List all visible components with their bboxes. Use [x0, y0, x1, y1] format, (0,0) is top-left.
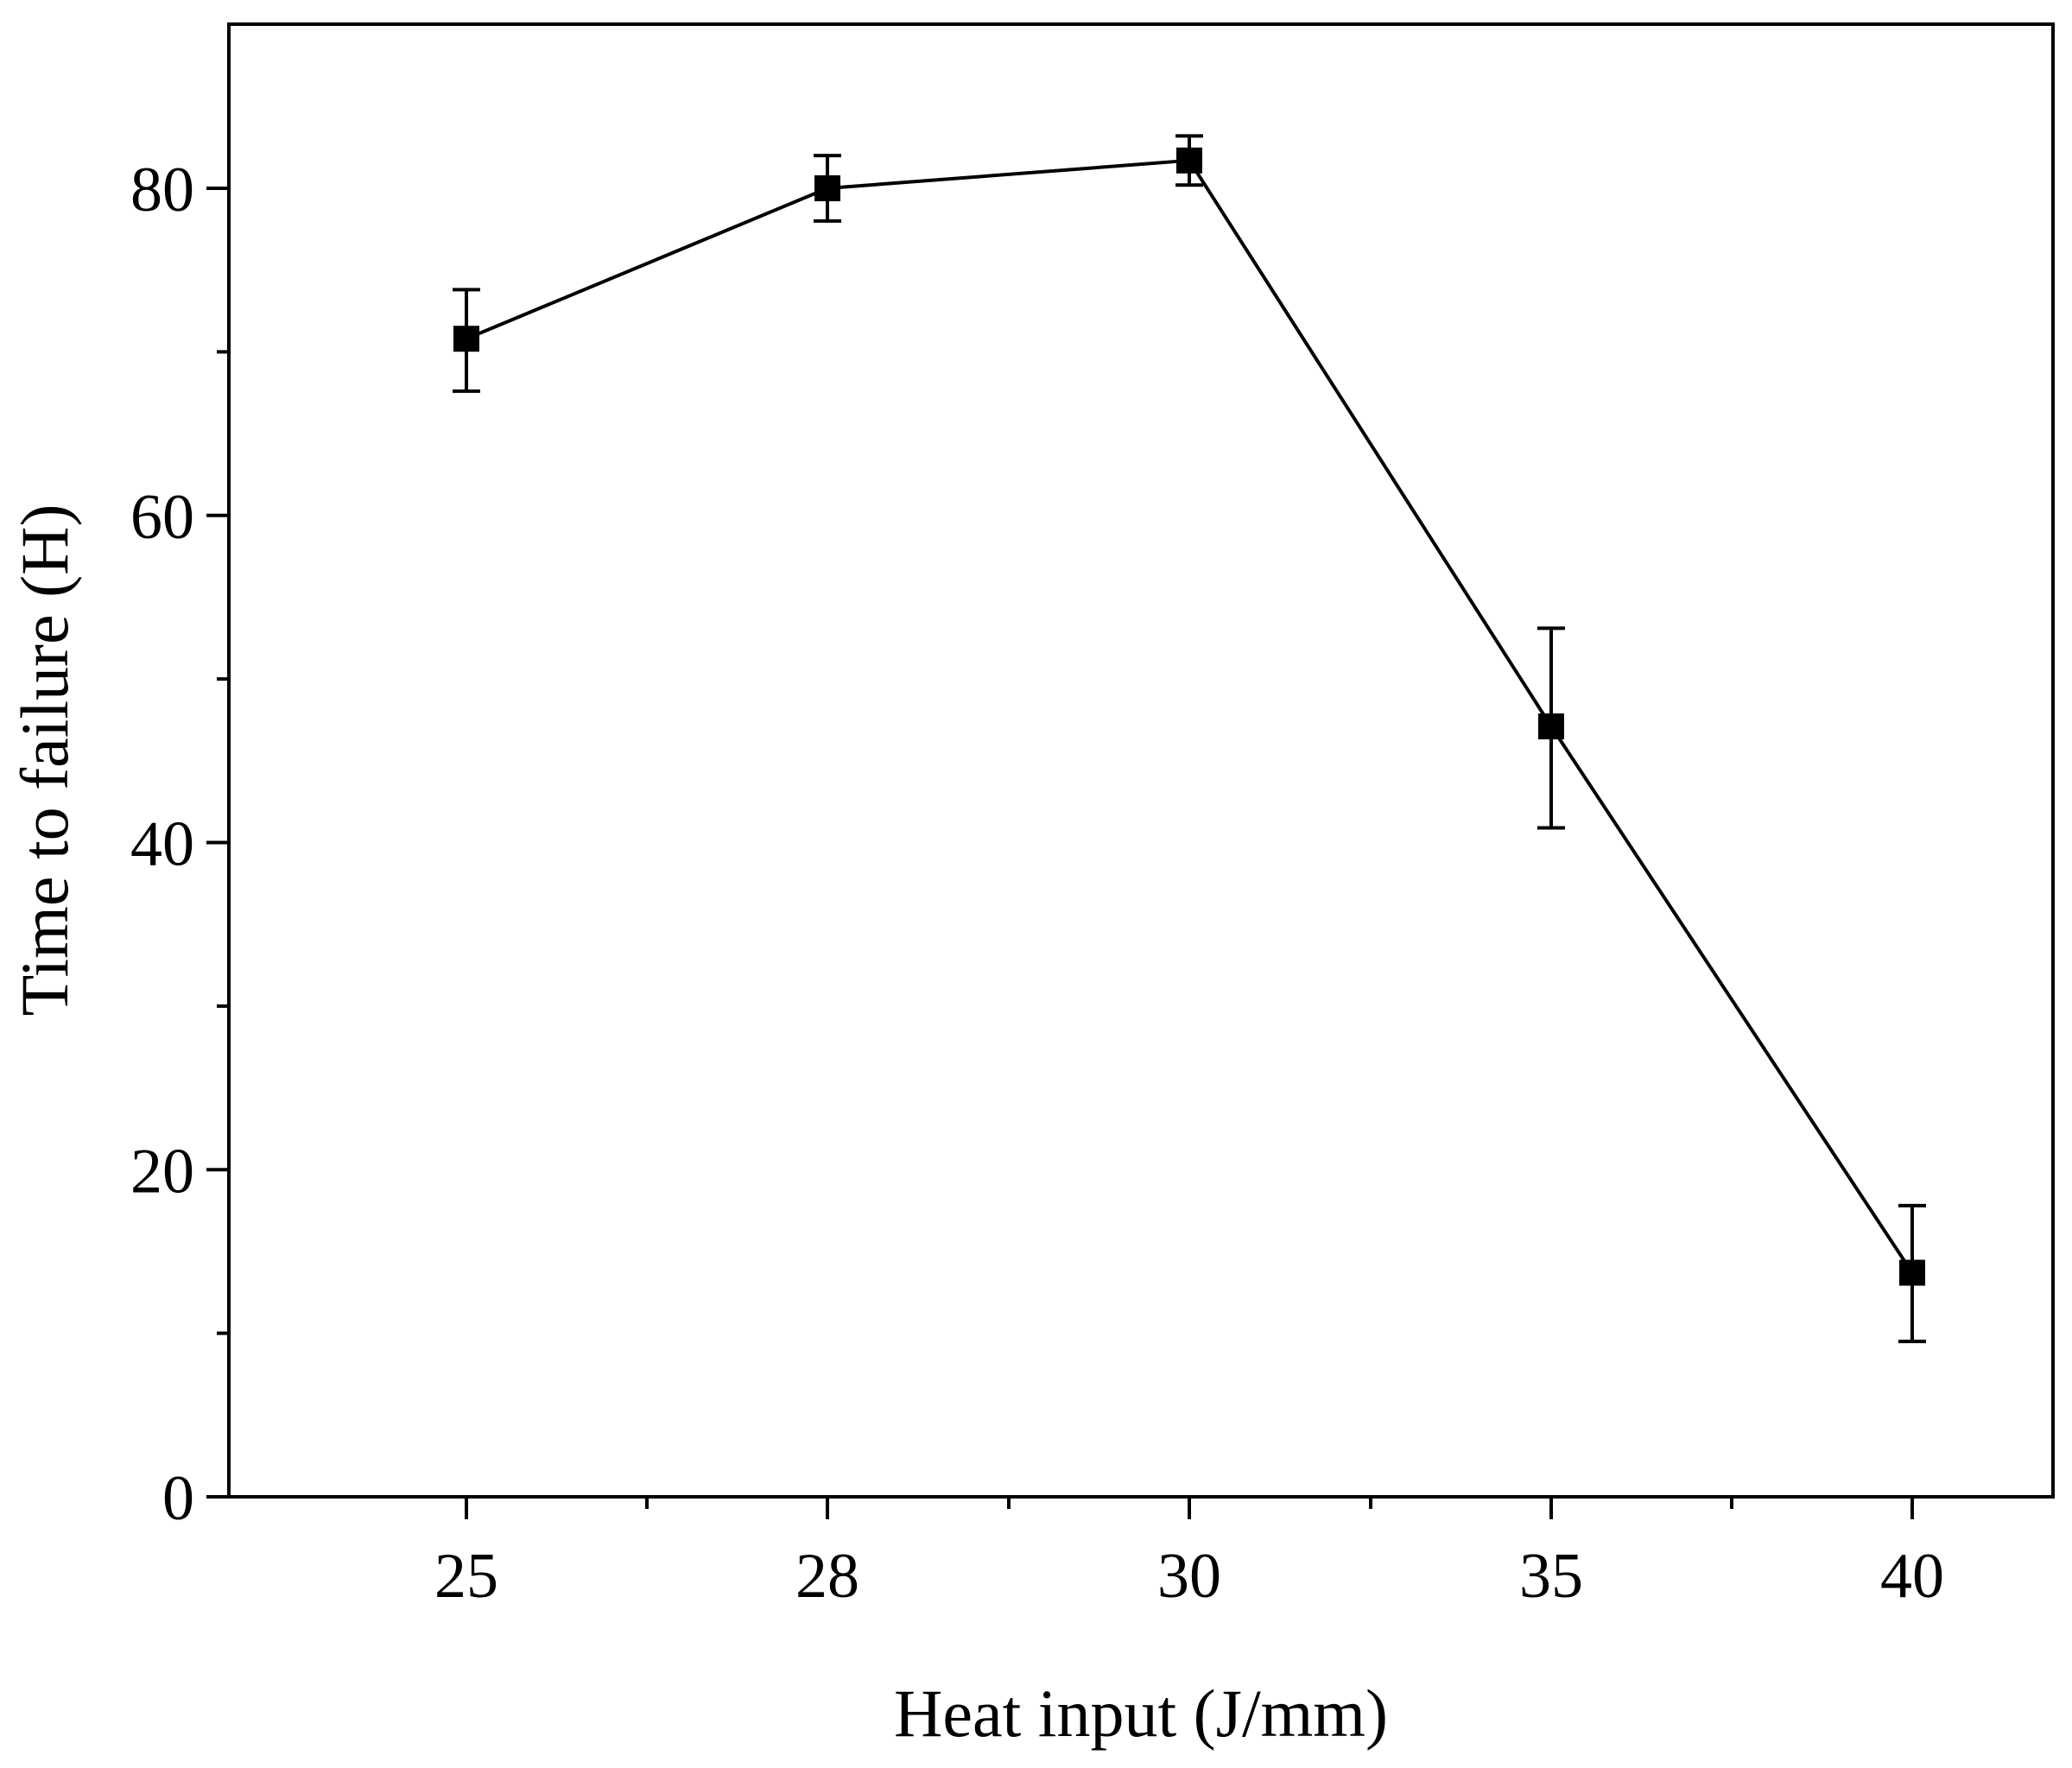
y-tick-label: 40: [130, 809, 194, 880]
x-tick-label: 25: [434, 1541, 498, 1612]
y-tick-label: 0: [162, 1463, 194, 1534]
data-point: [814, 175, 840, 201]
data-series: [453, 134, 1926, 1344]
series-line: [466, 158, 1914, 1274]
x-tick-label: 40: [1880, 1541, 1944, 1612]
x-tick-label: 30: [1157, 1541, 1221, 1612]
y-tick-label: 80: [130, 155, 194, 225]
y-axis-title: Time to failure (H): [7, 504, 82, 1017]
x-tick-label: 28: [795, 1541, 859, 1612]
data-point: [1176, 147, 1202, 174]
data-point: [1899, 1259, 1925, 1286]
plot-frame: [227, 22, 2055, 1499]
data-point: [453, 326, 479, 352]
x-axis-title: Heat input (J/mm): [894, 1676, 1388, 1751]
y-axis-ticks: 0 20 40 60 80: [130, 155, 229, 1534]
data-point: [1538, 713, 1564, 740]
x-tick-label: 35: [1519, 1541, 1583, 1612]
y-tick-label: 20: [130, 1136, 194, 1207]
y-tick-label: 60: [130, 482, 194, 553]
x-axis-ticks: 25 28 30 35 40: [434, 1497, 1944, 1612]
